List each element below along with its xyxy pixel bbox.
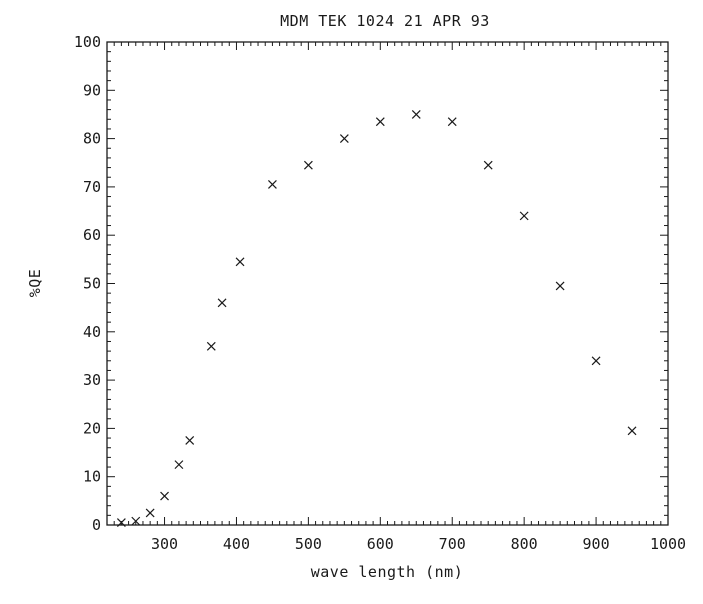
data-point <box>185 436 195 445</box>
y-tick-label: 0 <box>92 516 101 534</box>
x-tick-label: 900 <box>583 535 610 553</box>
data-point <box>145 508 155 518</box>
y-tick-label: 70 <box>83 178 101 196</box>
y-tick-label: 80 <box>83 130 101 148</box>
data-point <box>411 110 421 119</box>
y-tick-labels: 0 10 20 30 40 50 60 70 80 90 100 <box>74 33 101 534</box>
data-point <box>375 117 385 127</box>
data-point <box>591 356 601 366</box>
y-tick-label: 20 <box>83 419 101 437</box>
data-point <box>160 491 169 501</box>
data-point <box>267 180 277 189</box>
x-tick-labels: 300 400 500 600 700 800 900 1000 <box>151 535 686 553</box>
data-point <box>174 460 184 470</box>
data-point <box>131 516 141 526</box>
data-point <box>483 160 493 170</box>
data-point <box>116 518 126 528</box>
plot-frame <box>106 41 669 526</box>
x-tick-label: 1000 <box>650 535 686 553</box>
data-point <box>303 160 313 170</box>
y-tick-label: 40 <box>83 323 101 341</box>
y-tick-label: 50 <box>83 275 101 293</box>
ticks-layer <box>107 41 669 526</box>
x-tick-label: 400 <box>223 535 250 553</box>
data-point <box>339 134 349 144</box>
y-axis-label: %QE <box>26 269 44 298</box>
y-tick-label: 30 <box>83 371 101 389</box>
data-point <box>447 117 457 127</box>
y-tick-label: 90 <box>83 81 101 99</box>
x-tick-label: 500 <box>295 535 322 553</box>
x-tick-label: 700 <box>439 535 466 553</box>
x-tick-label: 800 <box>511 535 538 553</box>
y-tick-label: 10 <box>83 468 101 486</box>
x-tick-label: 600 <box>367 535 394 553</box>
y-tick-label: 60 <box>83 226 101 244</box>
data-point <box>206 341 216 351</box>
data-point <box>627 426 637 436</box>
data-point <box>555 281 565 291</box>
data-point <box>217 298 227 308</box>
chart-title: MDM TEK 1024 21 APR 93 <box>280 12 490 30</box>
points-layer <box>116 110 637 528</box>
x-axis-label: wave length (nm) <box>311 563 464 581</box>
data-point <box>519 211 529 221</box>
y-tick-label: 100 <box>74 33 101 51</box>
x-tick-label: 300 <box>151 535 178 553</box>
data-point <box>235 257 245 267</box>
